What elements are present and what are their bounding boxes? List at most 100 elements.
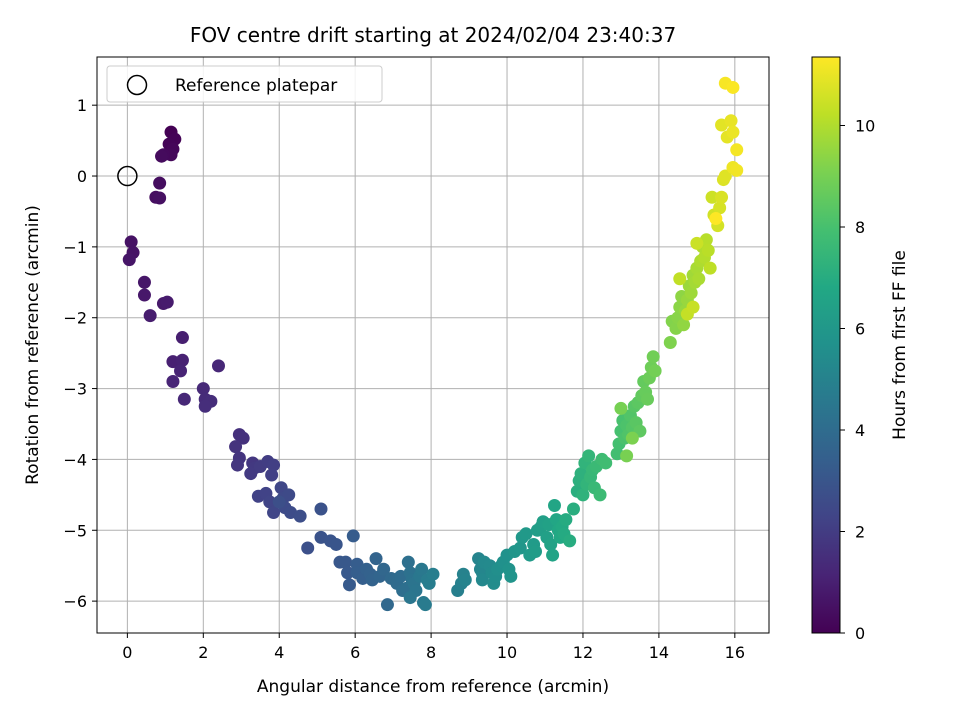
data-point — [566, 502, 580, 516]
colorbar-tick-label: 6 — [855, 320, 865, 339]
data-point — [614, 401, 628, 415]
data-point — [267, 458, 281, 472]
data-point — [544, 537, 558, 551]
data-point — [211, 359, 225, 373]
data-point — [244, 467, 258, 481]
x-tick-label: 2 — [198, 643, 208, 662]
data-point — [559, 513, 573, 527]
data-point — [265, 468, 279, 482]
data-point — [458, 573, 472, 587]
data-point — [686, 300, 700, 314]
y-tick-label: −5 — [63, 521, 87, 540]
colorbar-label: Hours from first FF file — [890, 250, 910, 440]
data-point — [174, 364, 188, 378]
data-point — [529, 545, 543, 559]
legend: Reference platepar — [106, 65, 383, 103]
legend-marker — [126, 74, 148, 96]
data-point — [166, 355, 180, 369]
colorbar-ticks: 0 2 4 6 8 10 — [840, 117, 875, 643]
y-tick-label: 0 — [77, 167, 87, 186]
x-tick-label: 8 — [426, 643, 436, 662]
data-point — [641, 392, 655, 406]
x-tick-label: 16 — [725, 643, 745, 662]
data-point — [546, 548, 560, 562]
x-tick-label: 12 — [573, 643, 593, 662]
data-point — [236, 431, 250, 445]
x-tick-label: 14 — [649, 643, 669, 662]
colorbar-tick-label: 4 — [855, 421, 865, 440]
data-point — [703, 261, 717, 275]
data-point — [648, 364, 662, 378]
x-tick-label: 4 — [274, 643, 284, 662]
data-point — [504, 569, 518, 583]
data-point — [342, 578, 356, 592]
colorbar-tick-label: 2 — [855, 523, 865, 542]
data-point — [713, 201, 727, 215]
data-point — [663, 336, 677, 350]
data-point — [339, 555, 353, 569]
y-axis-ticks: −6 −5 −4 −3 −2 −1 0 1 — [63, 96, 97, 611]
data-point — [403, 591, 417, 605]
y-tick-label: −1 — [63, 238, 87, 257]
data-point — [726, 125, 740, 139]
data-point — [646, 350, 660, 364]
data-points — [122, 76, 744, 612]
data-point — [137, 288, 151, 302]
data-point — [576, 488, 590, 502]
data-point — [701, 243, 715, 257]
data-point — [513, 541, 527, 555]
data-point — [175, 353, 189, 367]
gridlines — [97, 57, 769, 633]
data-point — [705, 190, 719, 204]
data-point — [137, 275, 151, 289]
data-point — [380, 598, 394, 612]
data-point — [160, 295, 174, 309]
data-point — [369, 552, 383, 566]
data-point — [726, 80, 740, 94]
data-point — [415, 562, 429, 576]
colorbar-tick-label: 0 — [855, 624, 865, 643]
x-axis-label: Angular distance from reference (arcmin) — [257, 677, 609, 697]
data-point — [314, 502, 328, 516]
data-point — [593, 488, 607, 502]
data-point — [122, 253, 136, 267]
data-point — [301, 541, 315, 555]
data-point — [229, 440, 243, 454]
legend-entry-label: Reference platepar — [175, 76, 337, 96]
plot-area-frame — [96, 56, 770, 634]
y-tick-label: 1 — [77, 96, 87, 115]
data-point — [293, 509, 307, 523]
data-point — [175, 331, 189, 345]
data-point — [267, 506, 281, 520]
chart-title: FOV centre drift starting at 2024/02/04 … — [190, 23, 676, 47]
data-point — [724, 114, 738, 128]
data-point — [377, 562, 391, 576]
reference-marker-layer — [117, 165, 138, 187]
data-point — [282, 488, 296, 502]
data-point — [690, 236, 704, 250]
data-point — [709, 212, 723, 226]
data-point — [153, 176, 167, 190]
data-point — [620, 449, 634, 463]
y-tick-label: −3 — [63, 380, 87, 399]
data-point — [426, 567, 440, 581]
x-tick-label: 10 — [497, 643, 517, 662]
y-tick-label: −6 — [63, 592, 87, 611]
colorbar-tick-label: 10 — [855, 117, 875, 136]
data-point — [124, 235, 138, 249]
colorbar-gradient — [811, 56, 841, 634]
data-point — [230, 458, 244, 472]
data-point — [272, 495, 286, 509]
y-tick-label: −2 — [63, 309, 87, 328]
data-point — [582, 449, 596, 463]
data-point — [177, 392, 191, 406]
data-point — [418, 598, 432, 612]
y-tick-label: −4 — [63, 450, 87, 469]
y-axis-label: Rotation from reference (arcmin) — [23, 205, 43, 485]
x-tick-label: 0 — [122, 643, 132, 662]
data-point — [673, 272, 687, 286]
x-tick-label: 6 — [350, 643, 360, 662]
data-point — [196, 382, 210, 396]
colorbar-tick-label: 8 — [855, 218, 865, 237]
